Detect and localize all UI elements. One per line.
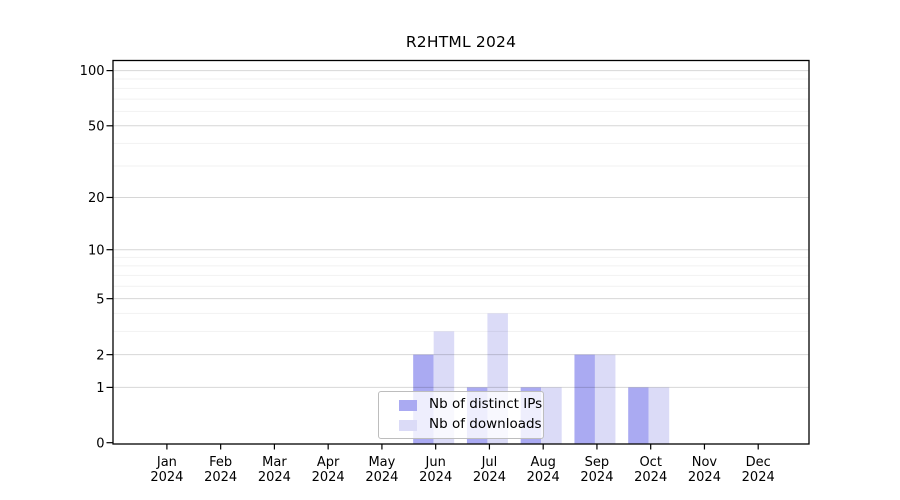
x-tick-label-year: 2024: [150, 470, 183, 485]
legend-swatch-distinct-ips: [399, 399, 417, 411]
x-tick-label-month: Feb: [209, 455, 232, 470]
y-tick-label: 50: [88, 119, 105, 134]
x-tick-label-year: 2024: [580, 470, 613, 485]
x-tick-label-year: 2024: [312, 470, 345, 485]
x-tick-label-year: 2024: [688, 470, 721, 485]
x-axis: Jan2024Feb2024Mar2024Apr2024May2024Jun20…: [150, 444, 775, 485]
x-tick-label-year: 2024: [742, 470, 775, 485]
y-tick-label: 20: [88, 191, 105, 206]
x-tick-label-year: 2024: [419, 470, 452, 485]
x-tick-label-month: Apr: [317, 455, 340, 470]
x-tick-label-month: Jun: [425, 455, 446, 470]
x-tick-label-year: 2024: [365, 470, 398, 485]
bar-sep-downloads: [594, 354, 616, 444]
x-tick-label-year: 2024: [527, 470, 560, 485]
legend-swatch-downloads: [399, 419, 417, 431]
chart-title: R2HTML 2024: [405, 33, 517, 51]
y-tick-label: 5: [96, 292, 104, 307]
x-tick-label-month: May: [368, 455, 395, 470]
x-tick-label-month: Jul: [481, 455, 498, 470]
x-tick-label-year: 2024: [258, 470, 291, 485]
x-tick-label-month: Sep: [585, 455, 610, 470]
legend-entry-distinct-ips: Nb of distinct IPs: [399, 397, 543, 414]
bar-oct-ips: [628, 387, 649, 444]
legend: Nb of distinct IPs Nb of downloads: [378, 391, 544, 439]
y-tick-label: 10: [88, 243, 105, 258]
x-tick-label-month: Mar: [262, 455, 287, 470]
y-tick-label: 2: [96, 348, 104, 363]
y-axis: 0 1 2 5 10 20 50 100: [80, 64, 113, 451]
x-tick-label-month: Jan: [156, 455, 177, 470]
legend-label-downloads: Nb of downloads: [429, 416, 542, 433]
x-tick-label-year: 2024: [204, 470, 237, 485]
y-tick-label: 1: [96, 381, 104, 396]
bar-aug-downloads: [541, 387, 562, 444]
x-tick-label-month: Oct: [639, 455, 661, 470]
x-tick-label-month: Nov: [692, 455, 718, 470]
y-tick-label: 100: [80, 64, 105, 79]
gridlines-group: [113, 70, 809, 388]
bar-oct-downloads: [648, 387, 670, 444]
legend-label-distinct-ips: Nb of distinct IPs: [429, 396, 543, 413]
legend-entry-downloads: Nb of downloads: [399, 417, 543, 434]
x-tick-label-year: 2024: [473, 470, 506, 485]
x-tick-label-year: 2024: [634, 470, 667, 485]
x-tick-label-month: Aug: [530, 455, 555, 470]
plot-border: [112, 59, 810, 445]
y-tick-label: 0: [96, 436, 104, 451]
bar-sep-ips: [574, 354, 595, 444]
x-tick-label-month: Dec: [746, 455, 771, 470]
